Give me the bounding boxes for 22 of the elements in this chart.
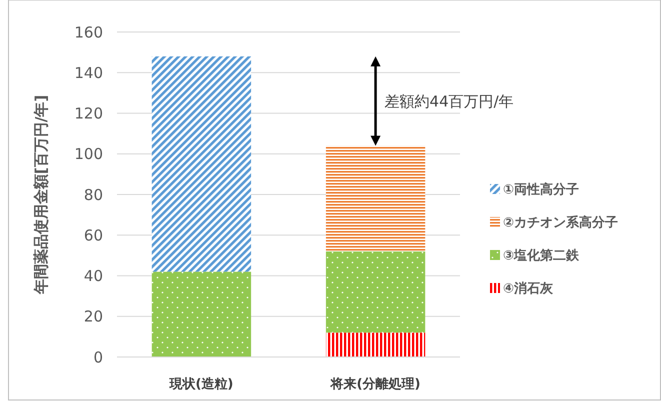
y-tick-label: 0 (93, 348, 103, 366)
y-axis-title: 年間薬品使用金額[百万円/年] (32, 94, 50, 296)
legend-label: ②カチオン系高分子 (503, 214, 618, 231)
y-tick-label: 60 (84, 226, 103, 244)
x-tick-label: 将来(分離処理) (330, 377, 420, 392)
legend-label: ④消石灰 (503, 282, 554, 297)
y-tick-label: 20 (84, 308, 103, 326)
y-tick-label: 80 (84, 186, 103, 204)
y-tick-label: 40 (84, 267, 103, 285)
bar (326, 146, 426, 252)
bar (326, 251, 426, 333)
y-tick-label: 120 (74, 104, 103, 122)
legend-label: ①両性高分子 (503, 182, 580, 198)
y-tick-label: 100 (74, 145, 103, 164)
y-tick-label: 140 (74, 64, 103, 82)
bar (152, 56, 252, 272)
bar (152, 272, 252, 357)
annotation: 差額約44百万円/年 (384, 92, 514, 110)
bar (326, 332, 426, 357)
legend-label: ③塩化第二鉄 (503, 248, 580, 264)
y-tick-label: 160 (74, 23, 103, 42)
x-tick-label: 現状(造粒) (168, 377, 234, 392)
